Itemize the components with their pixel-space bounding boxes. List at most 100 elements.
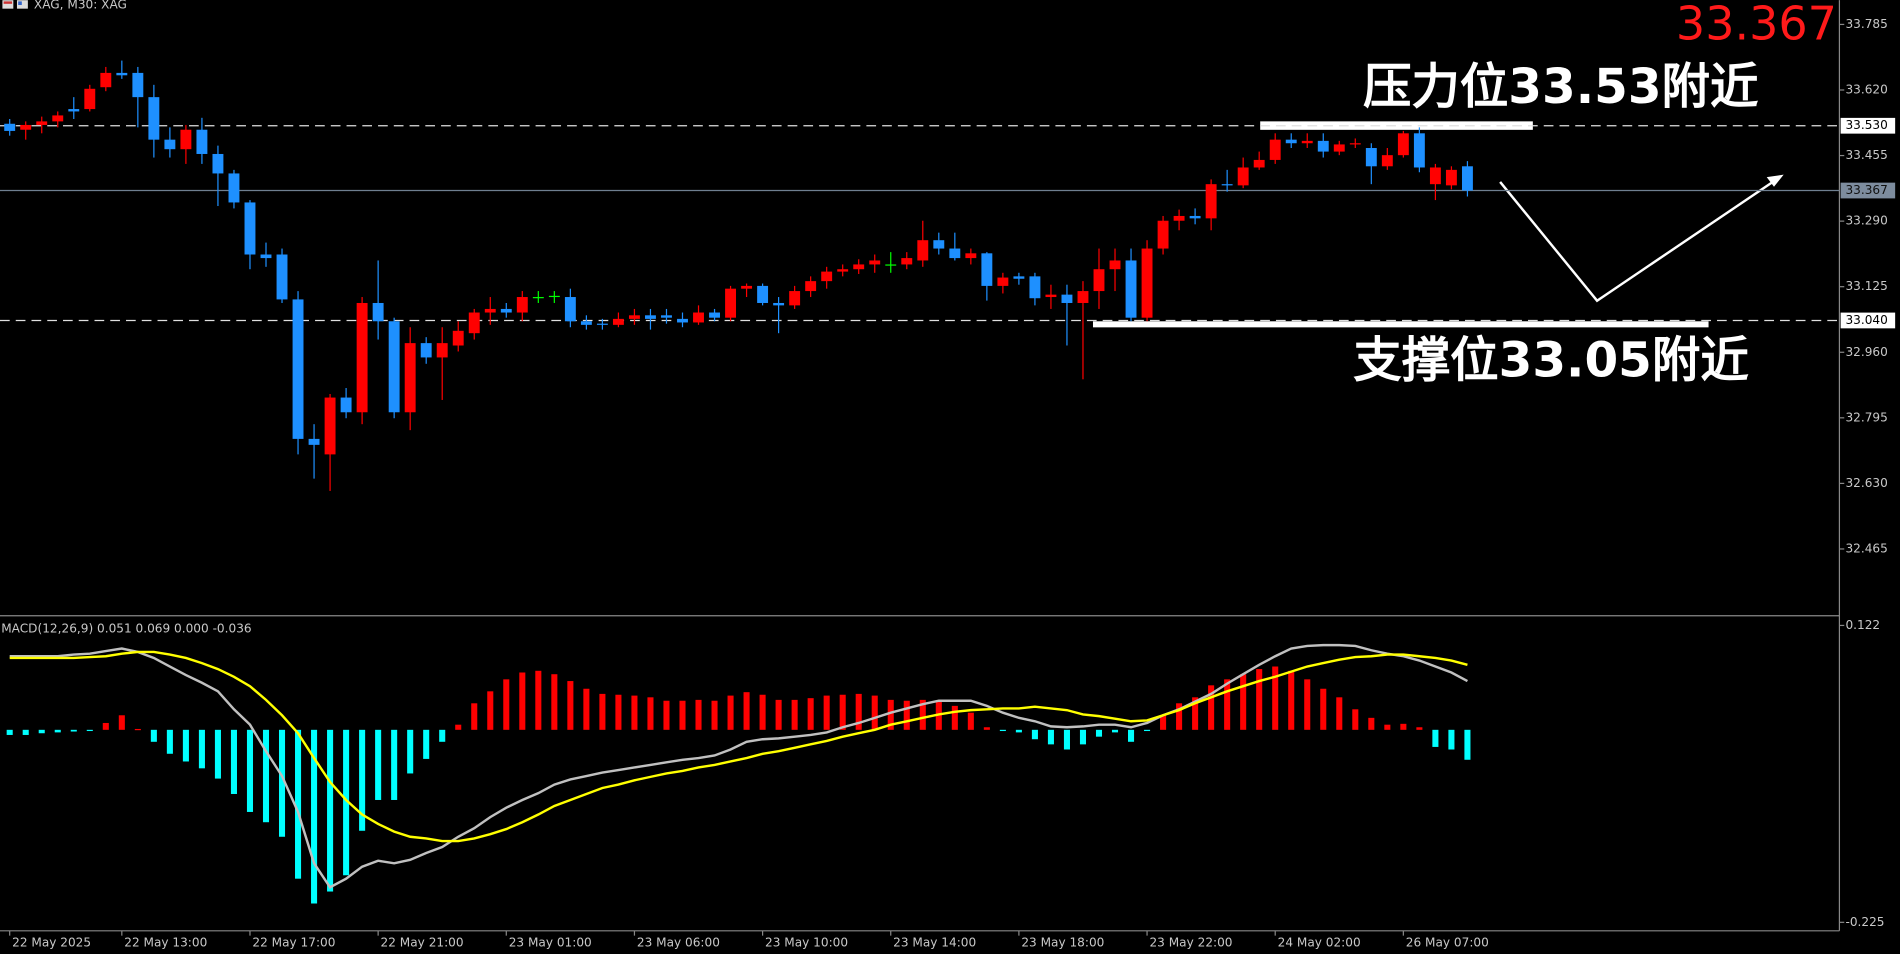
candle-body	[853, 264, 865, 270]
y-tick-label: 33.125	[1845, 279, 1887, 293]
macd-histogram-bar	[759, 694, 766, 730]
candle-body	[516, 297, 528, 313]
x-tick-label: 23 May 14:00	[893, 935, 976, 949]
macd-histogram-bar	[1095, 729, 1103, 737]
candle-body	[484, 308, 496, 313]
macd-histogram-bar	[150, 729, 157, 742]
macd-histogram-bar	[22, 729, 29, 735]
macd-histogram-bar	[1416, 727, 1423, 730]
macd-histogram-bar	[54, 729, 61, 733]
macd-histogram-bar	[1015, 729, 1022, 733]
candle-body	[1429, 167, 1441, 185]
macd-histogram-bar	[246, 729, 254, 812]
candle-body	[1205, 184, 1217, 219]
candle-body	[709, 312, 720, 318]
symbol-icon	[2, 0, 28, 9]
x-tick-label: 22 May 21:00	[381, 935, 464, 949]
macd-histogram-bar	[1272, 666, 1279, 730]
candle-body	[1157, 220, 1169, 249]
candle-body	[500, 308, 512, 313]
candle-body	[532, 297, 544, 299]
macd-histogram-bar	[1256, 669, 1263, 730]
macd-histogram-bar	[647, 697, 654, 730]
macd-histogram-bar	[1432, 729, 1439, 747]
y-tick-label: 32.465	[1845, 541, 1887, 555]
candle-body	[4, 123, 16, 131]
macd-histogram-bar	[1176, 703, 1183, 730]
candle-body	[596, 323, 608, 325]
candle-body	[885, 264, 897, 266]
macd-histogram-bar	[327, 729, 334, 892]
macd-histogram-bar	[182, 729, 189, 762]
macd-histogram-bar	[375, 729, 382, 800]
candle-body	[1381, 155, 1393, 167]
macd-histogram-bar	[583, 688, 590, 730]
macd-histogram-bar	[439, 729, 446, 742]
candle-body	[789, 291, 801, 306]
macd-histogram-bar	[230, 729, 237, 794]
macd-histogram-bar	[615, 694, 622, 730]
candle-body	[1077, 291, 1089, 303]
x-tick-label: 23 May 06:00	[637, 935, 720, 949]
x-tick-label: 22 May 17:00	[252, 935, 335, 949]
macd-histogram-bar	[727, 695, 734, 730]
icon-part	[18, 1, 22, 6]
macd-histogram-bar	[999, 729, 1006, 732]
x-tick-label: 22 May 2025	[12, 935, 91, 949]
x-tick-label: 24 May 02:00	[1278, 935, 1361, 949]
macd-histogram-bar	[679, 700, 686, 730]
macd-histogram-bar	[1224, 679, 1231, 730]
macd-histogram-bar	[1368, 717, 1375, 730]
macd-histogram-bar	[519, 672, 526, 730]
level-tag	[1840, 117, 1896, 134]
candle-body	[372, 302, 384, 322]
macd-label: MACD(12,26,9) 0.051 0.069 0.000 -0.036	[1, 622, 251, 636]
macd-histogram-bar	[919, 699, 926, 730]
candle-body	[100, 72, 112, 88]
resistance-drawing	[1260, 121, 1533, 130]
candle-body	[548, 295, 560, 298]
x-tick-label: 23 May 01:00	[509, 935, 592, 949]
x-tick-label: 26 May 07:00	[1406, 935, 1489, 949]
candle-body	[1093, 269, 1105, 292]
macd-histogram-bar	[839, 694, 846, 730]
candle-body	[1141, 248, 1153, 318]
macd-histogram-bar	[551, 674, 558, 730]
candle-body	[725, 288, 737, 318]
candle-body	[917, 240, 929, 261]
candle-body	[1397, 133, 1409, 156]
candle-body	[580, 321, 592, 325]
candle-body	[1029, 276, 1041, 299]
macd-histogram-bar	[295, 729, 302, 879]
macd-histogram-bar	[359, 729, 366, 831]
macd-histogram-bar	[1047, 729, 1054, 745]
macd-y-tick-label: -0.225	[1845, 915, 1884, 929]
macd-histogram-bar	[166, 729, 173, 754]
macd-histogram-bar	[1384, 724, 1391, 730]
candle-body	[901, 258, 913, 265]
candle-body	[1189, 215, 1201, 219]
macd-histogram-bar	[86, 729, 93, 732]
candle-body	[933, 240, 945, 249]
candle-body	[164, 139, 176, 150]
level-tag	[1840, 312, 1896, 329]
candle-body	[148, 97, 160, 140]
macd-histogram-bar	[1336, 697, 1343, 730]
last-price-tag	[1840, 182, 1896, 199]
support-drawing	[1092, 321, 1709, 328]
candle-body	[1413, 133, 1425, 168]
macd-histogram-bar	[1304, 679, 1311, 730]
macd-histogram-bar	[38, 729, 45, 734]
icon-part	[16, 0, 28, 9]
candle-body	[1221, 184, 1233, 186]
x-tick-label: 23 May 10:00	[765, 935, 848, 949]
candle-body	[773, 302, 785, 306]
level-tag-label: 33.530	[1845, 118, 1887, 132]
chart-title: XAG, M30: XAG	[34, 0, 127, 12]
candle-body	[36, 121, 48, 125]
candle-body	[1061, 294, 1073, 303]
candle-body	[628, 315, 640, 319]
macd-histogram-bar	[1031, 729, 1038, 740]
macd-histogram-bar	[1288, 670, 1295, 730]
